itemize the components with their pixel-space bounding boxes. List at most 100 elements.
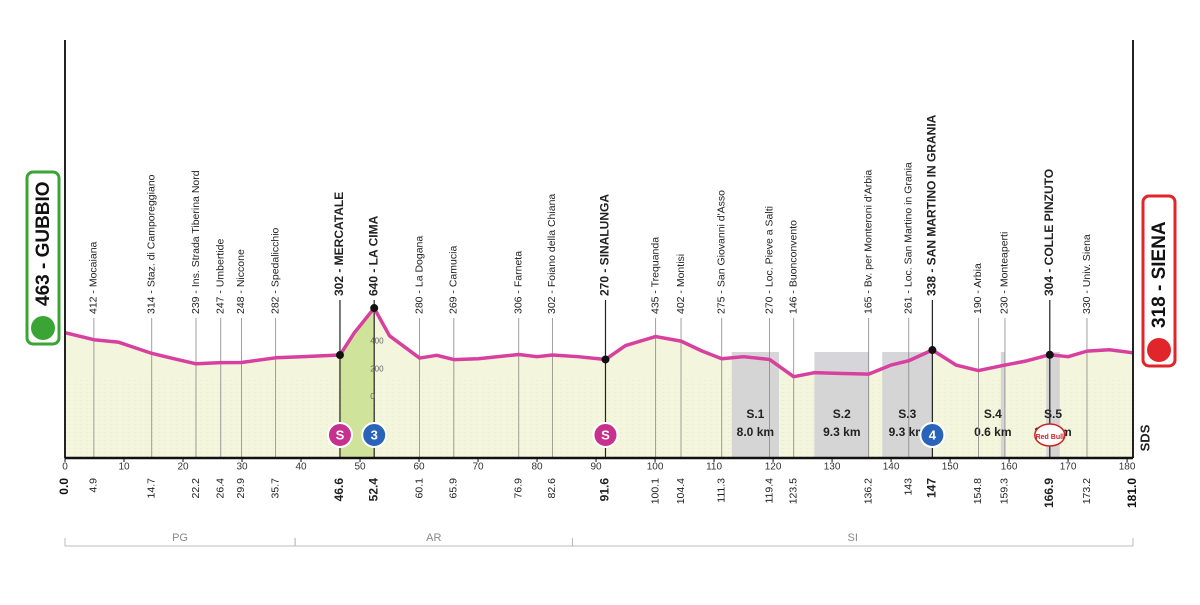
x-tick-label: 0 bbox=[62, 462, 68, 473]
climb-scale-label: 200 bbox=[370, 364, 384, 373]
waypoint-label: 190 - Arbia bbox=[972, 263, 984, 314]
region-label: PG bbox=[172, 532, 188, 544]
waypoint-dot bbox=[370, 304, 379, 313]
waypoint-label: 261 - Loc. San Martino in Grania bbox=[903, 162, 915, 314]
waypoint-label: 302 - MERCATALE bbox=[332, 192, 346, 296]
waypoint-label: 314 - Staz. di Camporeggiano bbox=[146, 174, 158, 314]
x-tick-label: 90 bbox=[590, 462, 602, 473]
waypoint-label: 640 - LA CIMA bbox=[366, 215, 380, 296]
sector-band bbox=[731, 352, 779, 458]
profile-line bbox=[64, 306, 1134, 379]
waypoint-km: 82.6 bbox=[546, 478, 558, 499]
waypoint-label: 146 - Buonconvento bbox=[787, 220, 799, 314]
waypoint-km: 76.9 bbox=[513, 478, 525, 499]
waypoint-km: 91.6 bbox=[598, 478, 612, 502]
waypoint-label: 435 - Trequanda bbox=[649, 237, 661, 314]
climb-scale-label: 0 bbox=[370, 392, 375, 401]
sector-name: S.3 bbox=[898, 407, 916, 421]
sprint-badge-label: S bbox=[336, 427, 345, 442]
logo: SDS bbox=[1137, 424, 1152, 451]
waypoint-label: 302 - Foiano della Chiana bbox=[546, 194, 558, 314]
bonus-label: Red Bull bbox=[1036, 434, 1064, 441]
sprint-badge bbox=[326, 422, 353, 448]
x-tick-label: 30 bbox=[236, 462, 248, 473]
waypoint-label: 402 - Montisi bbox=[675, 254, 687, 314]
x-tick-label: 10 bbox=[118, 462, 130, 473]
waypoint-km: 123.5 bbox=[787, 478, 799, 504]
waypoint-label: 248 - Niccone bbox=[235, 249, 247, 314]
start-km: 0.0 bbox=[57, 478, 71, 495]
waypoint-km: 143 bbox=[903, 478, 915, 496]
waypoint-label: 330 - Univ. Siena bbox=[1081, 234, 1093, 314]
waypoint-km: 35.7 bbox=[269, 478, 281, 499]
x-tick-label: 140 bbox=[883, 462, 900, 473]
sector-name: S.1 bbox=[746, 407, 764, 421]
waypoint-label: 280 - La Dogana bbox=[413, 236, 425, 314]
waypoint-km: 60.1 bbox=[413, 478, 425, 499]
x-tick-label: 80 bbox=[531, 462, 543, 473]
sector-band bbox=[814, 352, 870, 458]
climb-badge-label: 3 bbox=[371, 427, 378, 442]
x-tick-label: 70 bbox=[472, 462, 484, 473]
region-label: AR bbox=[426, 532, 441, 544]
waypoint-km: 65.9 bbox=[448, 478, 460, 499]
waypoint-km: 22.2 bbox=[190, 478, 202, 499]
waypoint-km: 147 bbox=[925, 478, 939, 498]
sector-length: 9.3 km bbox=[889, 425, 926, 439]
waypoint-label: 282 - Spedalicchio bbox=[269, 227, 281, 314]
finish-label: 318 - SIENA bbox=[1149, 221, 1170, 328]
waypoint-label: 270 - SINALUNGA bbox=[598, 194, 612, 296]
finish-box bbox=[1141, 194, 1177, 368]
start-box bbox=[25, 170, 61, 346]
climb-badge bbox=[919, 422, 946, 448]
waypoint-label: 239 - Ins. Strada Tiberina Nord bbox=[190, 170, 202, 314]
waypoint-dot bbox=[601, 355, 610, 364]
waypoint-label: 304 - COLLE PINZUTO bbox=[1042, 169, 1056, 296]
waypoint-dot bbox=[928, 346, 937, 355]
waypoint-km: 166.9 bbox=[1042, 478, 1056, 508]
x-tick-label: 180 bbox=[1119, 462, 1136, 473]
sector-length: 0.6 km bbox=[974, 425, 1011, 439]
climb-badge-label: 4 bbox=[929, 427, 937, 442]
waypoint-km: 52.4 bbox=[366, 478, 380, 502]
x-tick-label: 110 bbox=[706, 462, 722, 473]
waypoint-dot bbox=[1045, 350, 1054, 359]
waypoint-km: 100.1 bbox=[649, 478, 661, 504]
waypoint-label: 270 - Loc. Pieve a Salti bbox=[763, 206, 775, 314]
x-tick-label: 20 bbox=[177, 462, 189, 473]
waypoint-km: 4.9 bbox=[88, 478, 100, 493]
x-tick-label: 60 bbox=[413, 462, 425, 473]
sector-length: 8.0 km bbox=[737, 425, 774, 439]
sprint-badge bbox=[592, 422, 619, 448]
finish-icon bbox=[1147, 338, 1171, 362]
x-tick-label: 50 bbox=[354, 462, 366, 473]
waypoint-km: 111.3 bbox=[716, 478, 728, 503]
bonus-badge bbox=[1034, 423, 1066, 447]
waypoint-label: 412 - Mocaiana bbox=[88, 241, 100, 314]
waypoint-label: 269 - Camucia bbox=[448, 246, 460, 314]
climb-fill bbox=[339, 308, 375, 458]
climb-badge bbox=[361, 422, 388, 448]
x-tick-label: 160 bbox=[1001, 462, 1018, 473]
sprint-badge-label: S bbox=[601, 427, 610, 442]
waypoint-km: 14.7 bbox=[146, 478, 158, 499]
finish-km: 181.0 bbox=[1125, 478, 1139, 508]
start-icon bbox=[31, 316, 55, 340]
x-tick-label: 170 bbox=[1060, 462, 1077, 473]
region-label: SI bbox=[848, 532, 858, 544]
waypoint-km: 119.4 bbox=[763, 478, 775, 504]
sector-name: S.4 bbox=[984, 407, 1002, 421]
waypoint-label: 306 - Farneta bbox=[513, 251, 525, 314]
waypoint-label: 230 - Monteaperti bbox=[999, 232, 1011, 314]
sector-band bbox=[1000, 352, 1005, 458]
waypoint-km: 29.9 bbox=[235, 478, 247, 499]
x-tick-label: 130 bbox=[824, 462, 841, 473]
waypoint-km: 26.4 bbox=[215, 478, 227, 499]
waypoint-label: 275 - San Giovanni d'Asso bbox=[716, 190, 728, 314]
waypoint-label: 165 - Bv. per Monteroni d'Arbia bbox=[862, 170, 874, 314]
x-tick-label: 40 bbox=[295, 462, 307, 473]
sector-name: S.5 bbox=[1044, 407, 1062, 421]
waypoint-km: 159.3 bbox=[999, 478, 1011, 504]
x-tick-label: 100 bbox=[647, 462, 664, 473]
